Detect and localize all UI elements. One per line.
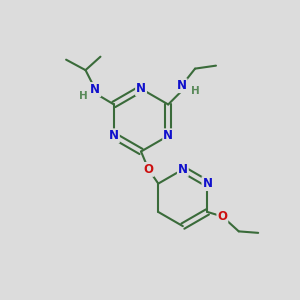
Text: N: N bbox=[202, 177, 212, 190]
Text: N: N bbox=[136, 82, 146, 95]
Text: O: O bbox=[143, 163, 154, 176]
Text: N: N bbox=[178, 163, 188, 176]
Text: N: N bbox=[109, 129, 119, 142]
Text: N: N bbox=[177, 79, 187, 92]
Text: N: N bbox=[163, 129, 173, 142]
Text: H: H bbox=[79, 91, 88, 100]
Text: N: N bbox=[90, 83, 100, 96]
Text: O: O bbox=[217, 210, 227, 223]
Text: H: H bbox=[191, 86, 200, 96]
